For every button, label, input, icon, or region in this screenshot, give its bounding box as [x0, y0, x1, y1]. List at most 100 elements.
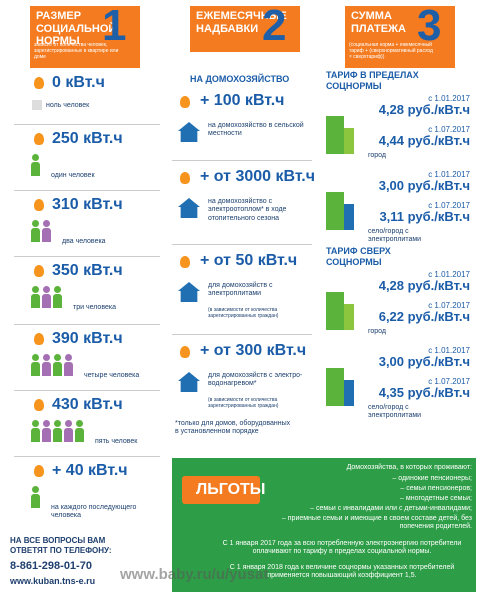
- tariff-date: с 1.01.2017: [428, 346, 470, 355]
- tariff-area: село/город с электроплитами: [368, 228, 422, 244]
- separator: [14, 390, 160, 391]
- person-body: [42, 294, 51, 308]
- header-box: [190, 6, 300, 52]
- tariff-area: город: [368, 152, 387, 159]
- tariff-price: 3,11 руб./кВт.ч: [379, 209, 470, 224]
- person-head: [32, 420, 39, 427]
- person-body: [42, 228, 51, 242]
- separator: [14, 324, 160, 325]
- addition-note: (в зависимости от количества зарегистрир…: [208, 307, 279, 319]
- bulb: [34, 199, 44, 211]
- norm-value: 350 кВт.ч: [52, 262, 123, 279]
- benefits-item: – семьи пенсионеров;: [400, 485, 472, 492]
- person-body: [53, 294, 62, 308]
- house-icon: [178, 122, 200, 142]
- tariff-date: с 1.07.2017: [428, 301, 470, 310]
- tariff-area: село/город с электроплитами: [368, 404, 422, 420]
- contact-site: www.kuban.tns-e.ru: [10, 576, 96, 586]
- benefits-intro: Домохозяйства, в которых проживают:: [346, 464, 472, 471]
- addition-value: + от 3000 кВт.ч: [200, 168, 315, 185]
- norm-label: ноль человек: [46, 102, 90, 109]
- house-icon: [178, 282, 200, 302]
- benefits-title: ЛЬГОТЫ: [196, 481, 266, 498]
- person-head: [43, 420, 50, 427]
- person-head: [43, 354, 50, 361]
- norm-label: четыре человека: [84, 372, 140, 379]
- person-head: [54, 286, 61, 293]
- person-body: [31, 362, 40, 376]
- contact-question: НА ВСЕ ВОПРОСЫ ВАМ ОТВЕТЯТ ПО ТЕЛЕФОНУ:: [10, 536, 112, 555]
- header-box: [30, 6, 140, 68]
- person-body: [75, 428, 84, 442]
- person-body: [31, 494, 40, 508]
- tariff-date: с 1.07.2017: [428, 201, 470, 210]
- building-icon: [326, 292, 344, 330]
- person-body: [31, 228, 40, 242]
- person-body: [64, 428, 73, 442]
- separator: [14, 456, 160, 457]
- header-subtitle: (социальная норма + ежемесячный тариф + …: [349, 42, 433, 60]
- benefits-item: – многодетные семьи;: [400, 495, 472, 502]
- house-icon: [178, 372, 200, 392]
- person-head: [43, 286, 50, 293]
- person-head: [54, 354, 61, 361]
- person-head: [32, 286, 39, 293]
- building-icon: [326, 192, 344, 230]
- bulb: [34, 133, 44, 145]
- benefits-paragraph: С 1 января 2017 года за всю потребленную…: [222, 540, 462, 556]
- norm-value: 430 кВт.ч: [52, 396, 123, 413]
- separator: [172, 160, 312, 161]
- section-title: НА ДОМОХОЗЯЙСТВО: [190, 74, 290, 84]
- separator: [14, 256, 160, 257]
- addition-value: + от 50 кВт.ч: [200, 252, 298, 269]
- tariff-date: с 1.01.2017: [428, 170, 470, 179]
- bulb: [34, 333, 44, 345]
- person-head: [54, 420, 61, 427]
- bulb: [180, 96, 190, 108]
- person-body: [64, 362, 73, 376]
- bulb: [180, 346, 190, 358]
- header-box: [345, 6, 455, 68]
- bulb: [180, 172, 190, 184]
- norm-value: + 40 кВт.ч: [52, 462, 128, 479]
- addition-value: + от 300 кВт.ч: [200, 342, 307, 359]
- building-icon: [344, 304, 354, 330]
- benefits-badge: [182, 476, 260, 504]
- header-subtitle: зависит от количества человек, зарегистр…: [34, 42, 119, 60]
- person-head: [32, 486, 39, 493]
- norm-value: 0 кВт.ч: [52, 74, 105, 91]
- person-head: [65, 354, 72, 361]
- contact-phone: 8-861-298-01-70: [10, 560, 92, 572]
- building-icon: [326, 116, 344, 154]
- norm-value: 390 кВт.ч: [52, 330, 123, 347]
- bulb: [34, 399, 44, 411]
- header-title: Размер социальной нормы: [36, 10, 117, 48]
- person-body: [31, 428, 40, 442]
- separator: [172, 244, 312, 245]
- building-icon: [326, 368, 344, 406]
- header-number: 2: [262, 1, 287, 50]
- benefits-item: – семьи с инвалидами или с детьми-инвали…: [310, 505, 472, 512]
- watermark: www.baby.ru/u/yusat: [120, 566, 269, 583]
- addition-label: на домохозяйство с электроотоплом* в ход…: [208, 198, 287, 222]
- separator: [14, 124, 160, 125]
- tariff-date: с 1.01.2017: [428, 94, 470, 103]
- addition-label: для домохозяйств с электро-водонагревом*: [208, 372, 303, 388]
- bulb: [180, 256, 190, 268]
- tariff-date: с 1.01.2017: [428, 270, 470, 279]
- person-head: [65, 420, 72, 427]
- norm-value: 250 кВт.ч: [52, 130, 123, 147]
- bulb: [34, 465, 44, 477]
- header-number: 3: [417, 1, 442, 50]
- person-body: [53, 362, 62, 376]
- header-number: 1: [102, 1, 127, 50]
- person-body: [31, 162, 40, 176]
- norm-label: два человека: [62, 238, 106, 245]
- separator: [172, 334, 312, 335]
- house-icon: [178, 198, 200, 218]
- tariff-price: 6,22 руб./кВт.ч: [378, 309, 470, 324]
- tariff-price: 4,44 руб./кВт.ч: [378, 133, 470, 148]
- person-head: [32, 220, 39, 227]
- norm-label: один человек: [51, 172, 95, 179]
